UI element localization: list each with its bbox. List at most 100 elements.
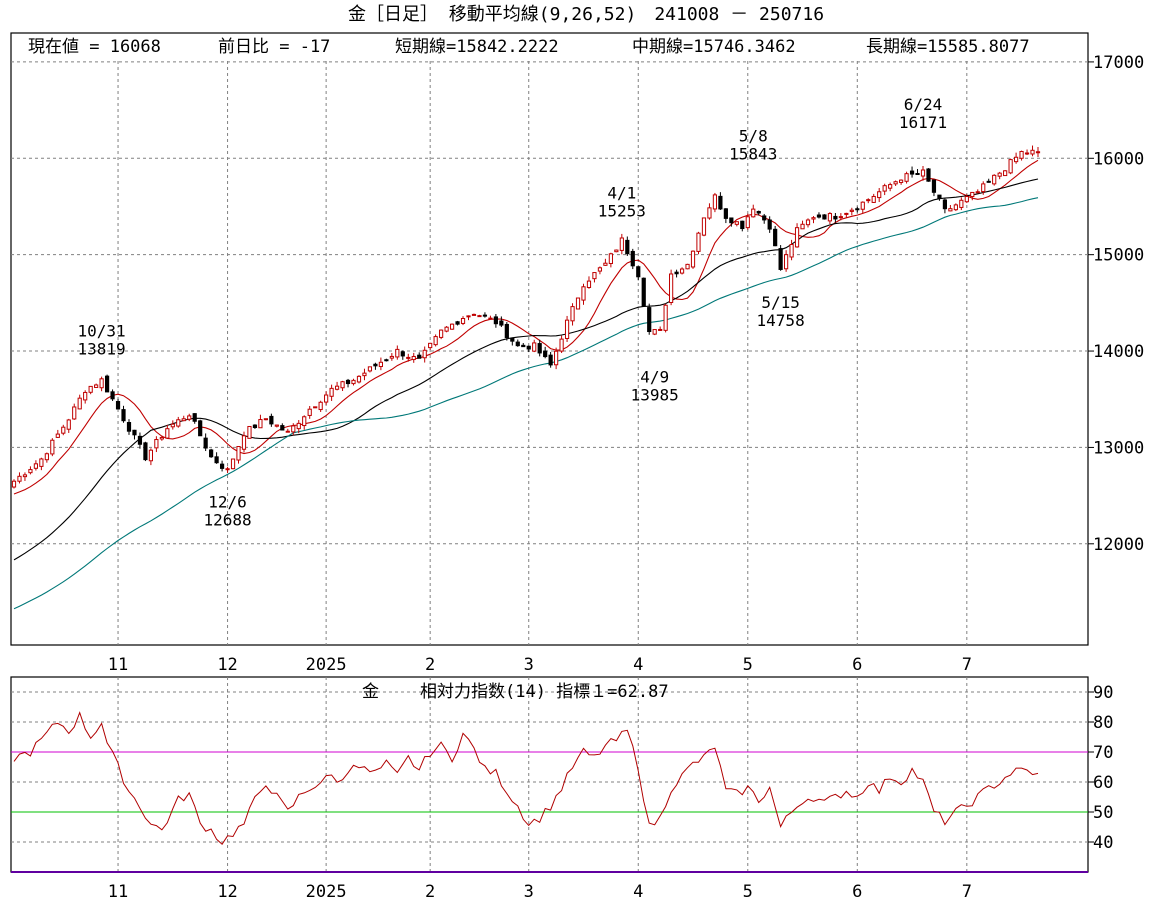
date-tick-label: 5: [743, 882, 753, 902]
annotation-value: 16171: [899, 113, 947, 132]
candle-body: [712, 194, 718, 210]
candle-body: [586, 280, 592, 288]
candle-body: [855, 208, 860, 211]
candle-body: [942, 199, 948, 210]
candle-body: [455, 321, 460, 325]
candle-body: [515, 341, 520, 347]
candle-body: [296, 422, 301, 430]
candle-body: [22, 474, 28, 478]
candle-body: [915, 173, 920, 176]
annotation-value: 13819: [78, 339, 126, 358]
price-tick-label: 17000: [1093, 53, 1144, 73]
price-tick-label: 13000: [1093, 438, 1144, 458]
candle-body: [860, 201, 865, 210]
candle-body: [351, 379, 356, 385]
candle-body: [532, 342, 537, 352]
date-tick-label: 12: [217, 882, 237, 902]
candle-body: [931, 179, 937, 193]
candle-body: [33, 463, 39, 469]
candle-body: [811, 217, 816, 220]
candle-body: [83, 391, 88, 401]
candle-body: [66, 419, 71, 430]
candle-body: [170, 423, 175, 428]
candle-body: [959, 199, 964, 208]
candle-body: [603, 262, 608, 266]
candle-body: [400, 351, 405, 357]
candle-body: [11, 480, 17, 488]
candle-body: [543, 350, 548, 358]
candle-body: [488, 317, 493, 320]
candle-body: [926, 168, 931, 182]
candle-body: [866, 199, 871, 202]
candle-body: [285, 430, 290, 433]
candle-body: [209, 449, 214, 458]
candle-body: [181, 418, 186, 422]
candle-body: [104, 375, 110, 393]
candle-body: [274, 424, 279, 427]
candle-body: [909, 170, 915, 175]
candle-body: [663, 304, 668, 331]
date-tick-label: 11: [108, 655, 128, 675]
rsi-label-right: 相対力指数(14) 指標１=62.87: [420, 682, 669, 702]
candle-body: [652, 329, 657, 335]
candle-body: [252, 424, 258, 429]
candle-body: [137, 435, 143, 445]
price-tick-label: 16000: [1093, 149, 1144, 169]
candle-body: [110, 391, 115, 400]
candle-body: [827, 213, 833, 222]
candle-body: [800, 223, 805, 230]
candle-body: [767, 219, 772, 230]
candle-body: [132, 429, 137, 436]
annotation-value: 13985: [631, 385, 679, 404]
candle-body: [559, 338, 564, 352]
date-tick-label: 3: [524, 882, 534, 902]
candle-body: [679, 268, 685, 274]
candle-body: [816, 214, 822, 218]
candle-body: [805, 219, 811, 226]
candle-body: [115, 401, 121, 410]
candle-body: [510, 337, 515, 342]
candle-body: [882, 185, 887, 192]
annotation-value: 14758: [757, 311, 805, 330]
candle-body: [225, 468, 230, 471]
candle-body: [592, 272, 597, 280]
annotation-value: 15253: [598, 201, 646, 220]
candle-body: [258, 419, 263, 429]
candle-body: [970, 191, 975, 198]
candle-body: [318, 401, 323, 411]
candle-body: [444, 326, 449, 332]
candle-body: [159, 436, 164, 440]
candle-body: [658, 328, 663, 331]
candle-body: [554, 350, 559, 366]
candle-body: [471, 313, 477, 316]
candle-body: [718, 195, 723, 210]
candle-body: [773, 228, 778, 247]
candle-body: [241, 435, 247, 450]
candle-body: [745, 216, 750, 229]
price-tick-label: 12000: [1093, 535, 1144, 555]
candle-body: [17, 475, 22, 482]
candle-body: [981, 183, 986, 193]
candle-body: [362, 372, 367, 377]
candle-body: [778, 248, 783, 270]
candle-body: [888, 184, 893, 189]
candle-body: [521, 344, 526, 348]
date-tick-label: 11: [108, 882, 128, 902]
date-tick-label: 6: [852, 882, 862, 902]
candle-body: [324, 394, 329, 403]
candle-body: [636, 266, 641, 278]
candle-body: [794, 227, 800, 248]
candle-body: [154, 439, 159, 449]
candle-body: [477, 315, 482, 318]
candle-body: [77, 397, 82, 410]
candle-body: [340, 381, 345, 389]
rsi-tick-label: 60: [1093, 773, 1113, 793]
rsi-tick-label: 70: [1093, 743, 1113, 763]
candle-body: [389, 355, 394, 359]
candle-body: [72, 406, 77, 420]
candle-body: [203, 437, 208, 449]
candle-body: [345, 379, 351, 385]
candle-body: [575, 297, 581, 310]
candle-body: [302, 416, 307, 427]
candle-body: [428, 342, 433, 349]
